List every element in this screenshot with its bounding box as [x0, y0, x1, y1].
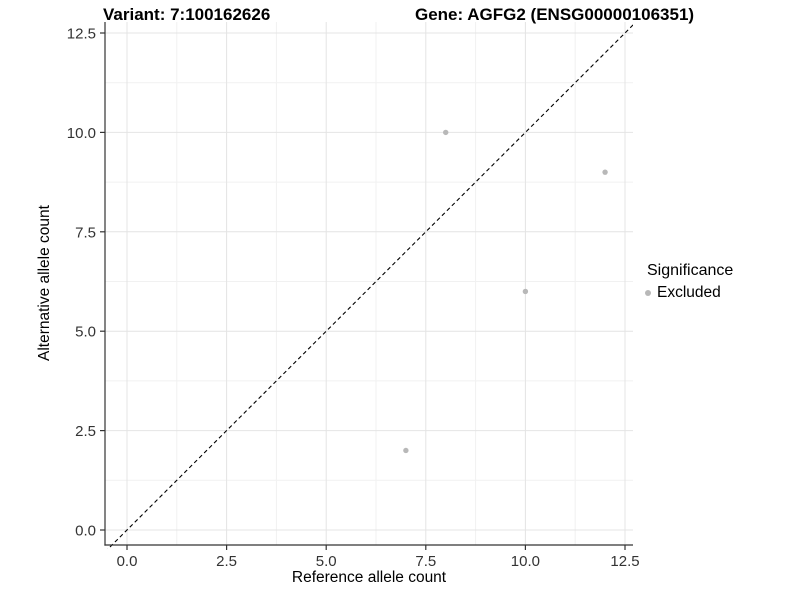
legend-item-excluded: Excluded: [645, 284, 795, 302]
legend-point-icon: [645, 290, 651, 296]
svg-text:10.0: 10.0: [511, 553, 540, 570]
svg-text:7.5: 7.5: [415, 553, 436, 570]
svg-text:2.5: 2.5: [75, 423, 96, 440]
svg-text:10.0: 10.0: [67, 125, 96, 142]
x-axis-label: Reference allele count: [291, 569, 447, 586]
legend-title: Significance: [647, 262, 734, 279]
legend: Significance Excluded: [645, 262, 795, 302]
svg-text:0.0: 0.0: [75, 523, 96, 540]
legend-item-label: Excluded: [657, 284, 721, 301]
svg-text:12.5: 12.5: [610, 553, 639, 570]
svg-text:0.0: 0.0: [117, 553, 138, 570]
plot-title-gene: Gene: AGFG2 (ENSG00000106351): [415, 5, 695, 24]
svg-text:5.0: 5.0: [75, 324, 96, 341]
plot-title-variant: Variant: 7:100162626: [103, 5, 271, 24]
svg-text:5.0: 5.0: [316, 553, 337, 570]
svg-text:2.5: 2.5: [216, 553, 237, 570]
svg-text:12.5: 12.5: [67, 26, 96, 43]
svg-text:7.5: 7.5: [75, 224, 96, 241]
